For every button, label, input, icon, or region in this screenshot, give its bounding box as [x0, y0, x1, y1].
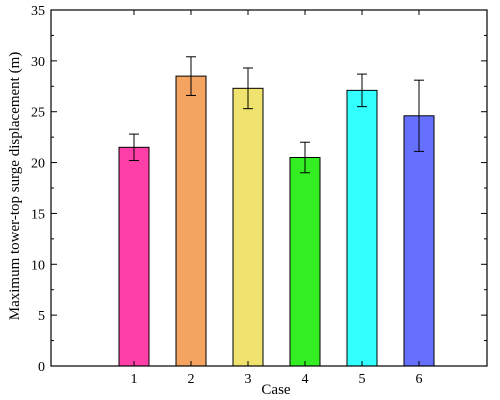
x-tick-label: 2 [188, 372, 195, 387]
y-tick-label: 35 [31, 4, 45, 19]
y-tick-label: 30 [31, 55, 45, 70]
y-tick-label: 5 [38, 309, 45, 324]
x-tick-label: 5 [359, 372, 366, 387]
y-tick-label: 15 [31, 207, 45, 222]
bar-case-4 [289, 156, 321, 367]
x-axis-title: Case [261, 382, 291, 398]
x-tick-label: 1 [131, 372, 138, 387]
y-tick-label: 0 [38, 360, 45, 375]
y-axis-title: Maximum tower-top surge displacement (m) [7, 52, 23, 321]
y-tick-label: 10 [31, 258, 45, 273]
bar-case-1 [118, 146, 150, 367]
y-tick-label: 25 [31, 106, 45, 121]
bar-case-3 [232, 87, 264, 367]
bar-case-5 [346, 89, 378, 367]
bar-case-2 [175, 75, 207, 367]
x-tick-label: 3 [245, 372, 252, 387]
x-tick-label: 6 [416, 372, 423, 387]
bar-case-6 [403, 115, 435, 367]
y-tick-label: 20 [31, 157, 45, 172]
x-tick-label: 4 [302, 372, 309, 387]
plot-area: 0 5 10 15 20 25 30 35 1 2 3 4 5 6 [31, 4, 488, 387]
